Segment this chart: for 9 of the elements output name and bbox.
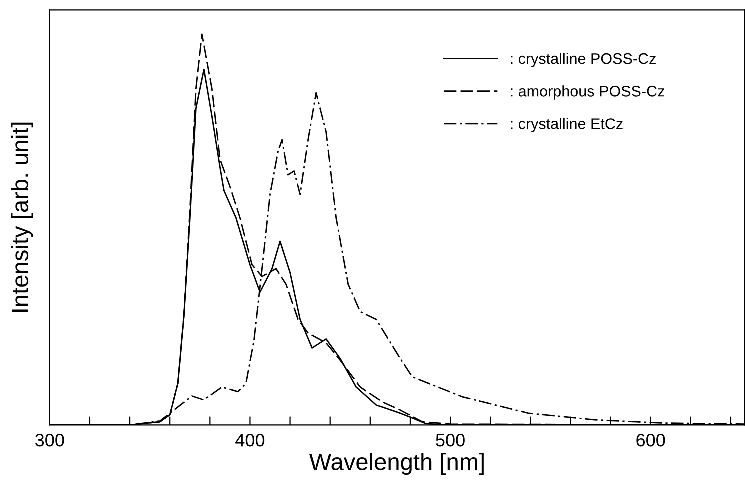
y-axis-title: Intensity [arb. unit] <box>11 122 34 312</box>
x-tick-label: 500 <box>436 434 465 447</box>
legend-label: : amorphous POSS-Cz <box>511 86 664 100</box>
legend-label: : crystalline EtCz <box>511 118 623 132</box>
x-tick-label: 600 <box>636 434 666 447</box>
x-tick-label: 400 <box>236 434 265 447</box>
legend-label: : crystalline POSS-Cz <box>511 53 656 68</box>
x-tick-label: 300 <box>36 434 64 447</box>
x-axis-title: Wavelength [nm] <box>309 453 484 476</box>
